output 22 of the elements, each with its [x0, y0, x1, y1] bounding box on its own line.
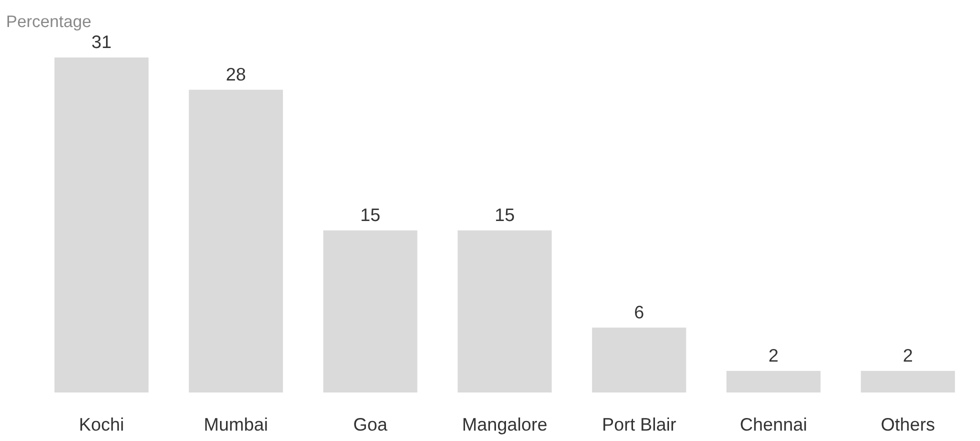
data-label: 28	[226, 68, 246, 81]
x-tick-label: Goa	[354, 418, 388, 431]
x-tick-label: Mangalore	[464, 417, 547, 434]
x-tick-label: Mumbai	[205, 417, 267, 431]
x-tick-label: Chennai	[740, 417, 806, 431]
bar	[860, 370, 955, 392]
x-tick-label: Port Blair	[603, 417, 676, 431]
bar	[323, 230, 418, 392]
data-label: 15	[362, 208, 380, 222]
x-tick-label: Others	[882, 417, 934, 431]
bar	[54, 57, 149, 392]
x-tick-label: Kochi	[80, 417, 123, 431]
data-label: 15	[496, 208, 514, 222]
bar	[726, 370, 821, 392]
data-label: 2	[904, 348, 912, 362]
data-label: 31	[92, 35, 111, 48]
data-label: 6	[634, 306, 644, 318]
data-label: 2	[769, 348, 778, 362]
bar	[458, 230, 552, 392]
y-axis-title: Percentage	[7, 16, 91, 31]
bar	[592, 328, 686, 392]
bar	[188, 90, 283, 392]
